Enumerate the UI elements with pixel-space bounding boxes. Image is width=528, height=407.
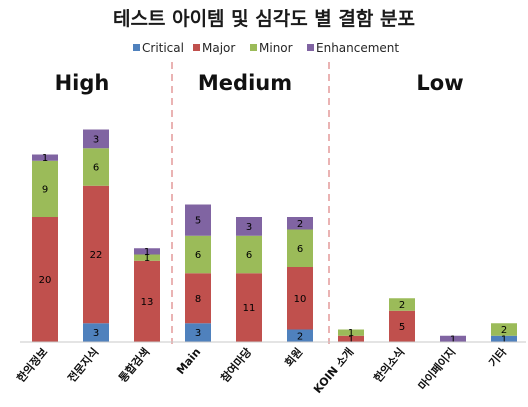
bar-segment-4-enhancement: [236, 217, 262, 236]
bar-segment-7-major: [389, 310, 415, 342]
bar-segment-5-major: [287, 267, 313, 330]
legend-label-critical: Critical: [142, 41, 184, 55]
data-label-0-enhancement: 1: [42, 153, 48, 164]
data-label-1-critical: 3: [93, 328, 99, 339]
x-tick-label-3: Main: [174, 346, 203, 377]
bar-segment-3-major: [185, 273, 211, 324]
bar-segment-3-enhancement: [185, 204, 211, 236]
data-label-2-enhancement: 1: [144, 247, 150, 258]
legend: Critical Major Minor Enhancement: [133, 41, 399, 55]
x-tick-label-5: 회원: [282, 345, 306, 370]
data-label-2-minor: 1: [144, 253, 150, 264]
bar-segment-3-critical: [185, 323, 211, 342]
bar-segment-7-minor: [389, 298, 415, 311]
chart-title: 테스트 아이템 및 심각도 별 결함 분포: [113, 8, 415, 30]
bar-segment-1-enhancement: [83, 129, 109, 149]
bar-segment-4-minor: [236, 235, 262, 274]
bars-layer: [32, 129, 517, 342]
data-label-5-critical: 2: [297, 331, 303, 342]
legend-label-minor: Minor: [259, 41, 293, 55]
bar-segment-9-minor: [491, 323, 517, 336]
group-label-medium: Medium: [198, 71, 292, 95]
bar-segment-1-minor: [83, 148, 109, 186]
data-label-3-minor: 6: [195, 250, 201, 261]
data-label-5-enhancement: 2: [297, 219, 303, 230]
bar-segment-3-minor: [185, 235, 211, 274]
bar-segment-5-enhancement: [287, 217, 313, 230]
data-label-4-enhancement: 3: [246, 222, 252, 233]
x-tick-label-2: 통합검색: [116, 345, 153, 385]
x-tick-label-4: 참여마당: [218, 345, 255, 385]
data-label-9-minor: 2: [501, 325, 507, 336]
data-label-7-minor: 2: [399, 300, 405, 311]
bar-segment-1-major: [83, 185, 109, 324]
data-label-0-major: 20: [39, 275, 52, 286]
data-label-1-enhancement: 3: [93, 134, 99, 145]
data-label-8-enhancement: 1: [450, 334, 456, 345]
group-label-high: High: [55, 71, 110, 95]
group-label-low: Low: [416, 71, 463, 95]
bar-segment-5-minor: [287, 229, 313, 267]
bar-segment-9-critical: [491, 335, 517, 342]
x-tick-label-0: 한의정보: [14, 345, 51, 385]
bar-segment-6-minor: [338, 329, 364, 336]
data-label-0-minor: 9: [42, 184, 48, 195]
bar-segment-5-critical: [287, 329, 313, 342]
data-label-1-major: 22: [90, 250, 103, 261]
bar-segment-4-major: [236, 273, 262, 342]
x-tick-label-6: KOIN 소개: [310, 345, 356, 396]
bar-segment-0-enhancement: [32, 154, 58, 161]
x-tick-label-1: 전문지식: [65, 345, 102, 385]
x-tick-label-8: 마이페이지: [415, 345, 458, 393]
x-tick-labels: 한의정보 전문지식 통합검색 Main 참여마당 회원 KOIN 소개 한의소식 마이페이지 기타: [14, 344, 510, 396]
x-tick-label-9: 기타: [486, 344, 510, 369]
data-label-4-major: 11: [243, 303, 256, 314]
bar-segment-1-critical: [83, 323, 109, 342]
legend-swatch-enhancement: [307, 44, 314, 51]
bar-segment-0-major: [32, 217, 58, 342]
legend-swatch-critical: [133, 44, 140, 51]
bar-segment-2-minor: [134, 254, 160, 261]
data-label-6-minor: 1: [348, 328, 354, 339]
bar-segment-0-minor: [32, 160, 58, 217]
legend-swatch-major: [193, 44, 200, 51]
legend-label-enhancement: Enhancement: [316, 41, 399, 55]
bar-segment-2-major: [134, 260, 160, 342]
bar-segment-6-major: [338, 335, 364, 342]
data-label-5-minor: 6: [297, 244, 303, 255]
data-label-9-critical: 1: [501, 334, 507, 345]
legend-label-major: Major: [202, 41, 235, 55]
data-label-4-minor: 6: [246, 250, 252, 261]
data-label-2-major: 13: [141, 297, 154, 308]
bar-segment-8-enhancement: [440, 335, 466, 342]
data-label-3-critical: 3: [195, 328, 201, 339]
x-tick-label-7: 한의소식: [371, 345, 408, 385]
data-label-5-major: 10: [294, 294, 307, 305]
data-label-3-enhancement: 5: [195, 216, 201, 227]
data-label-1-minor: 6: [93, 163, 99, 174]
bar-segment-2-enhancement: [134, 248, 160, 255]
data-label-7-major: 5: [399, 322, 405, 333]
legend-swatch-minor: [250, 44, 257, 51]
data-label-6-major: 1: [348, 334, 354, 345]
data-label-3-major: 8: [195, 294, 201, 305]
